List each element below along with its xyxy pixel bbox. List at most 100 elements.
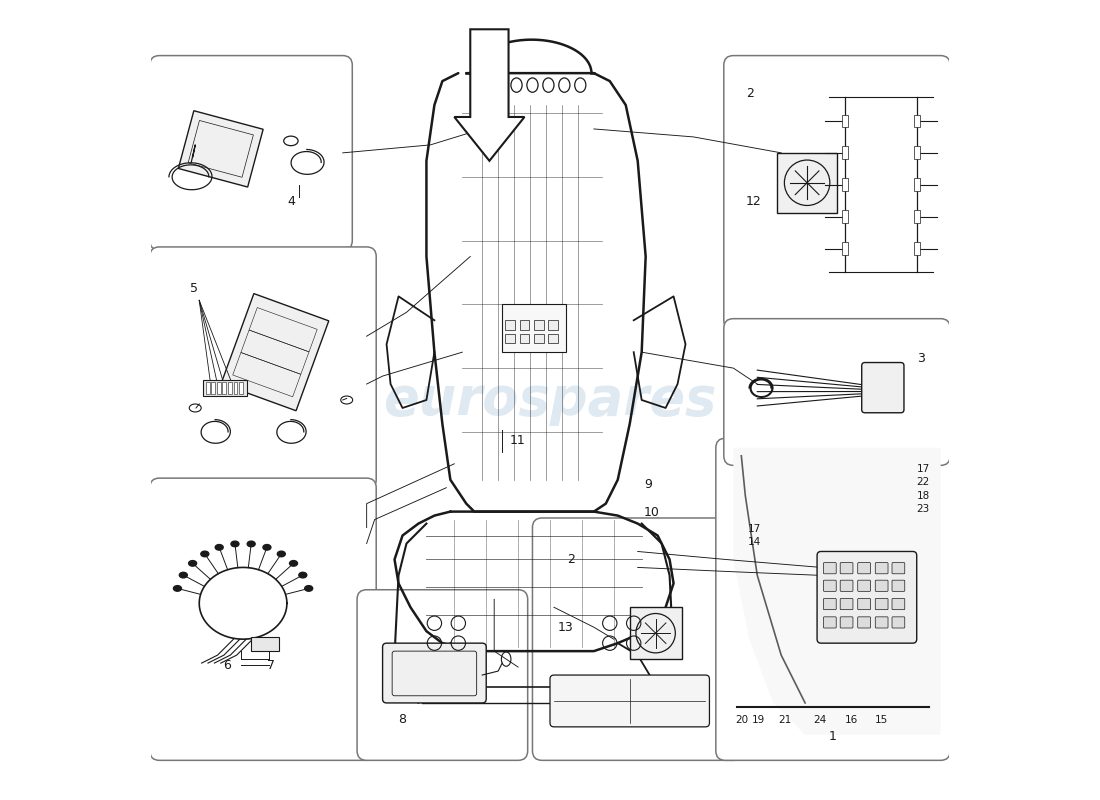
FancyBboxPatch shape: [876, 598, 888, 610]
Text: 10: 10: [645, 506, 660, 518]
FancyBboxPatch shape: [892, 562, 905, 574]
Ellipse shape: [289, 561, 297, 566]
Bar: [535, 334, 543, 343]
Bar: [222, 382, 227, 394]
Text: 6: 6: [223, 659, 231, 673]
Ellipse shape: [248, 541, 255, 546]
FancyBboxPatch shape: [150, 56, 352, 250]
Ellipse shape: [201, 551, 209, 557]
Bar: [842, 178, 848, 191]
Bar: [842, 114, 848, 127]
Text: 24: 24: [813, 715, 826, 725]
Bar: [505, 334, 515, 343]
Bar: [217, 382, 221, 394]
FancyBboxPatch shape: [817, 551, 916, 643]
Bar: [778, 153, 837, 213]
Text: 22: 22: [916, 478, 930, 487]
FancyBboxPatch shape: [840, 562, 852, 574]
Bar: [842, 146, 848, 159]
Text: 8: 8: [398, 713, 407, 726]
Text: eurospares: eurospares: [383, 374, 717, 426]
Bar: [204, 380, 248, 396]
Polygon shape: [734, 448, 940, 735]
FancyBboxPatch shape: [876, 562, 888, 574]
FancyBboxPatch shape: [858, 580, 870, 591]
FancyBboxPatch shape: [150, 247, 376, 490]
Text: 12: 12: [746, 194, 762, 208]
Bar: [549, 334, 558, 343]
Bar: [549, 320, 558, 330]
FancyBboxPatch shape: [358, 590, 528, 760]
Bar: [535, 320, 543, 330]
FancyBboxPatch shape: [824, 617, 836, 628]
Text: 23: 23: [916, 505, 930, 514]
FancyBboxPatch shape: [840, 598, 852, 610]
Text: 17: 17: [916, 464, 930, 474]
FancyBboxPatch shape: [716, 438, 950, 760]
Ellipse shape: [231, 541, 239, 546]
Ellipse shape: [263, 545, 271, 550]
Ellipse shape: [188, 561, 197, 566]
FancyBboxPatch shape: [861, 362, 904, 413]
Text: 3: 3: [916, 352, 925, 365]
FancyBboxPatch shape: [858, 562, 870, 574]
Bar: [211, 382, 216, 394]
Bar: [629, 607, 682, 659]
Polygon shape: [178, 110, 263, 187]
FancyBboxPatch shape: [150, 478, 376, 760]
FancyBboxPatch shape: [724, 318, 950, 466]
Ellipse shape: [299, 572, 307, 578]
FancyBboxPatch shape: [876, 617, 888, 628]
Ellipse shape: [277, 551, 285, 557]
FancyBboxPatch shape: [724, 56, 950, 330]
Ellipse shape: [174, 586, 182, 591]
Bar: [233, 382, 238, 394]
Text: 18: 18: [916, 491, 930, 501]
FancyBboxPatch shape: [840, 580, 852, 591]
Bar: [503, 304, 565, 352]
Text: 19: 19: [752, 715, 766, 725]
Bar: [239, 382, 243, 394]
Text: 13: 13: [558, 621, 574, 634]
FancyBboxPatch shape: [824, 598, 836, 610]
Text: 21: 21: [779, 715, 792, 725]
Bar: [842, 210, 848, 223]
Bar: [505, 320, 515, 330]
Text: 17: 17: [748, 523, 761, 534]
Bar: [913, 114, 920, 127]
Bar: [519, 334, 529, 343]
Bar: [913, 146, 920, 159]
Polygon shape: [454, 30, 525, 161]
Ellipse shape: [305, 586, 312, 591]
FancyBboxPatch shape: [550, 675, 710, 727]
Text: 5: 5: [189, 282, 198, 295]
Bar: [206, 382, 210, 394]
Bar: [519, 320, 529, 330]
FancyBboxPatch shape: [383, 643, 486, 703]
Text: 15: 15: [874, 715, 889, 725]
Text: 20: 20: [735, 715, 748, 725]
Polygon shape: [221, 294, 329, 410]
Text: 4: 4: [287, 194, 295, 208]
Bar: [842, 242, 848, 255]
FancyBboxPatch shape: [892, 598, 905, 610]
Bar: [913, 178, 920, 191]
FancyBboxPatch shape: [876, 580, 888, 591]
FancyBboxPatch shape: [824, 580, 836, 591]
FancyBboxPatch shape: [858, 598, 870, 610]
FancyBboxPatch shape: [824, 562, 836, 574]
Bar: [913, 210, 920, 223]
FancyBboxPatch shape: [892, 617, 905, 628]
FancyBboxPatch shape: [858, 617, 870, 628]
Ellipse shape: [179, 572, 187, 578]
Text: 9: 9: [645, 478, 652, 490]
Text: 7: 7: [267, 659, 275, 673]
Text: 2: 2: [566, 554, 574, 566]
FancyBboxPatch shape: [840, 617, 852, 628]
Bar: [228, 382, 232, 394]
Text: 11: 11: [510, 434, 526, 447]
Bar: [251, 637, 279, 651]
FancyBboxPatch shape: [532, 518, 742, 760]
Bar: [913, 242, 920, 255]
Text: 1: 1: [829, 730, 837, 743]
